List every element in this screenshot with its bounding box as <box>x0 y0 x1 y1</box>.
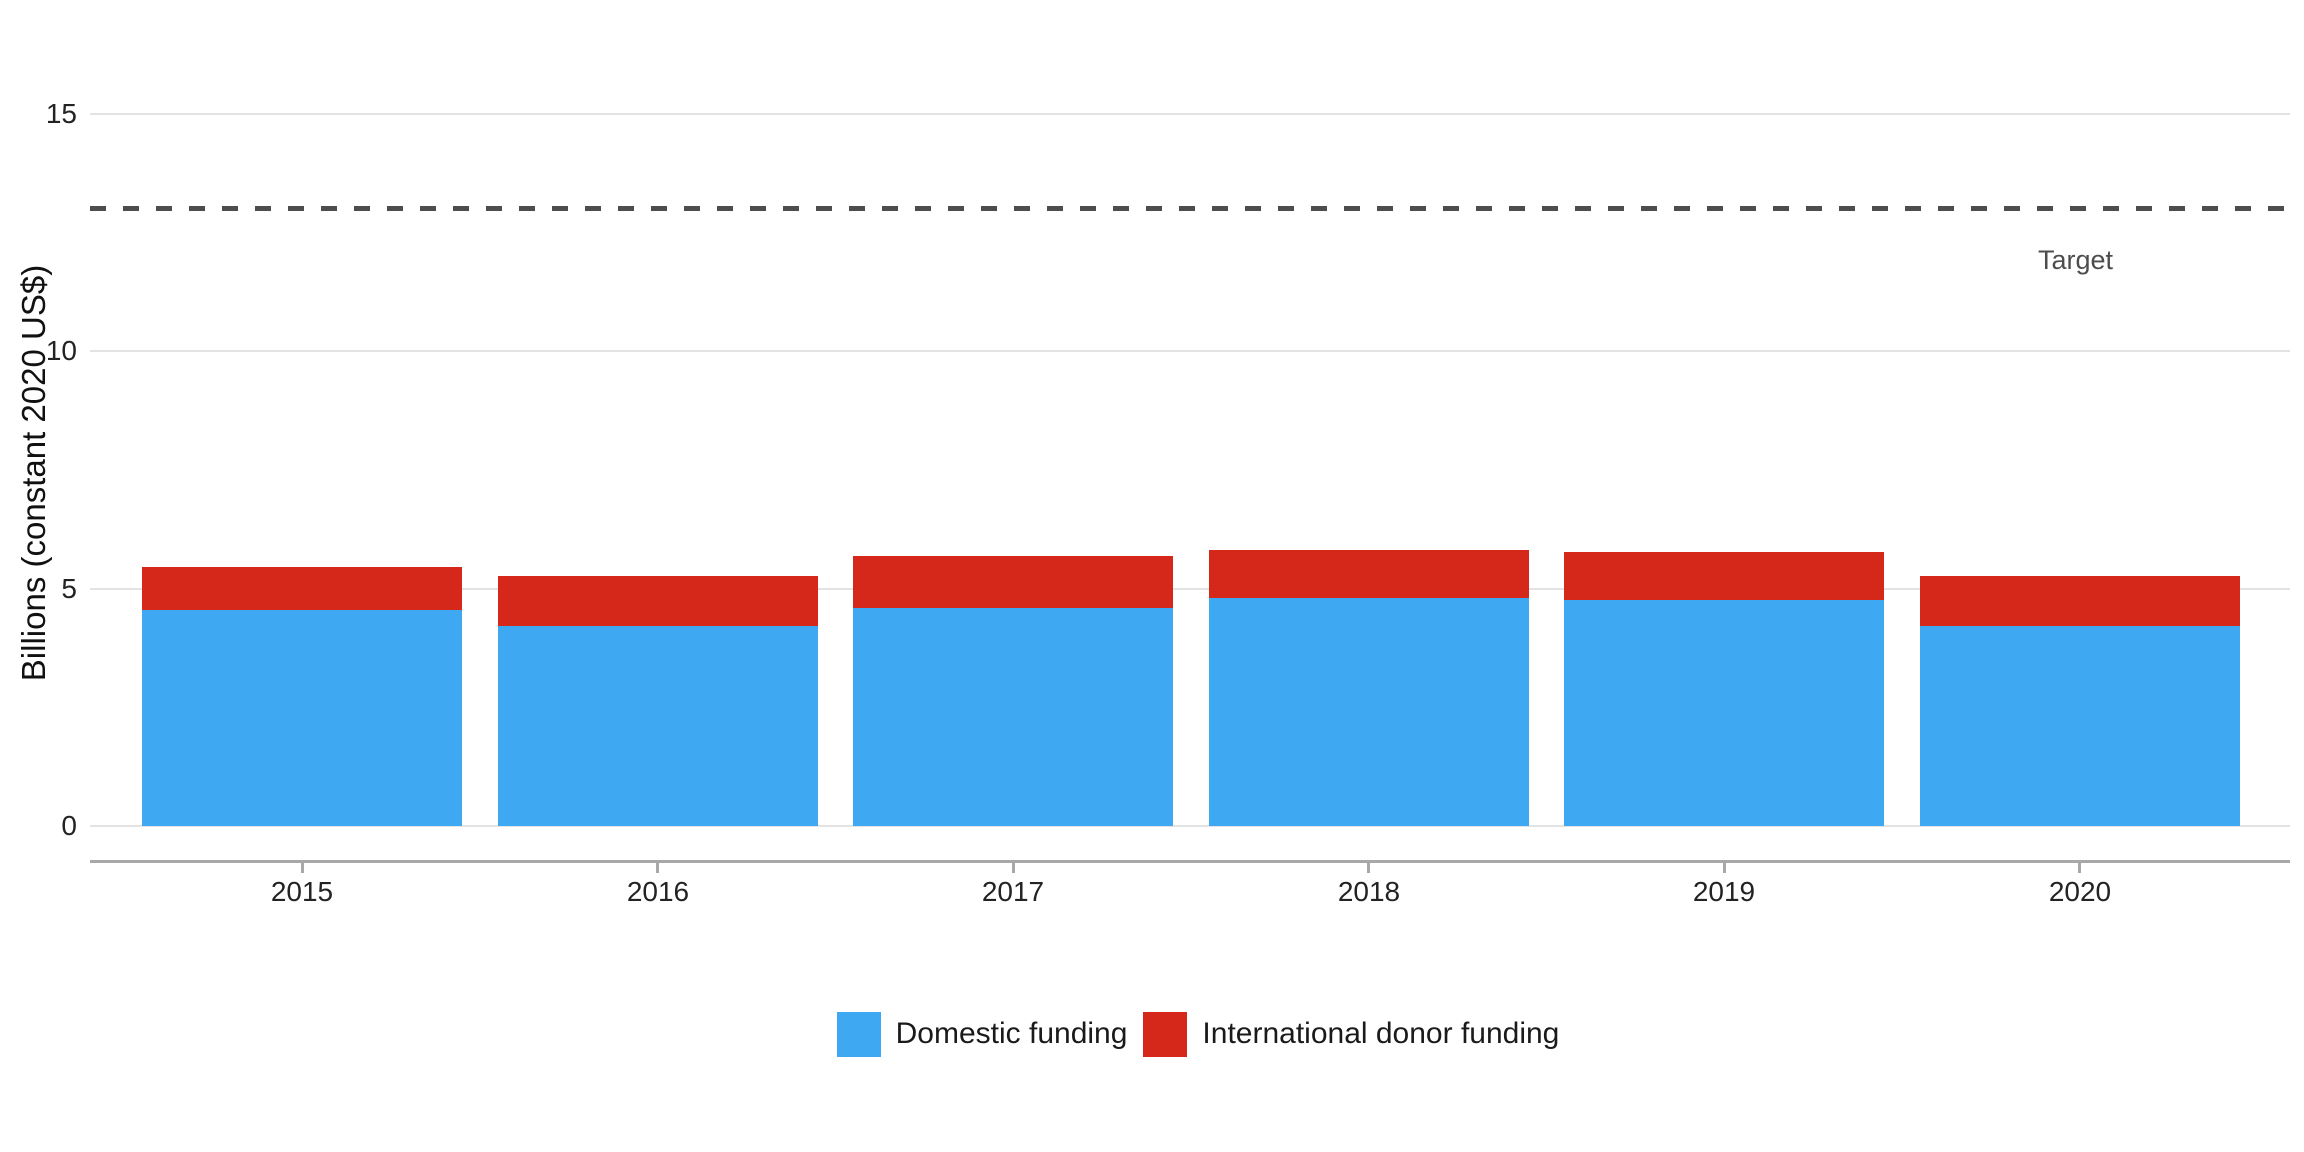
x-tick-label-2018: 2018 <box>1337 876 1401 907</box>
bar-2015-domestic <box>142 610 462 826</box>
bar-2018-domestic <box>1209 598 1529 826</box>
x-tick-2015 <box>301 862 304 873</box>
legend-swatch-international <box>1143 1011 1188 1057</box>
bar-2017-international <box>853 556 1173 608</box>
x-tick-label-2020: 2020 <box>2048 876 2112 907</box>
bar-2019-international <box>1564 552 1884 600</box>
y-tick-label-15: 15 <box>45 97 77 129</box>
legend-label-international: International donor funding <box>1202 1017 1560 1050</box>
x-tick-label-2017: 2017 <box>981 876 1045 907</box>
bar-2018-international <box>1209 550 1529 598</box>
gridline-y-15 <box>90 112 2290 115</box>
gridline-y-10 <box>90 350 2290 352</box>
x-tick-2018 <box>1367 862 1370 873</box>
x-tick-label-2019: 2019 <box>1692 876 1756 907</box>
y-tick-label-5: 5 <box>61 572 77 604</box>
x-tick-label-2015: 2015 <box>270 876 334 907</box>
target-dashed-line <box>90 206 2290 211</box>
legend-swatch-domestic <box>836 1011 881 1057</box>
x-tick-2016 <box>656 862 659 873</box>
bar-2015-international <box>142 567 462 610</box>
legend-item-international: International donor funding <box>1143 1011 1560 1057</box>
x-tick-2017 <box>1012 862 1015 873</box>
x-axis-line <box>90 860 2290 863</box>
bar-2017-domestic <box>853 608 1173 826</box>
legend-item-domestic: Domestic funding <box>836 1011 1128 1057</box>
target-line-label: Target <box>2037 245 2113 275</box>
y-tick-label-0: 0 <box>61 810 77 841</box>
x-tick-2020 <box>2078 862 2081 873</box>
legend-label-domestic: Domestic funding <box>895 1017 1128 1050</box>
y-tick-label-10: 10 <box>45 335 77 366</box>
bar-2019-domestic <box>1564 600 1884 826</box>
legend: Domestic funding International donor fund… <box>46 1010 2304 1058</box>
x-tick-label-2016: 2016 <box>626 876 690 907</box>
gridline-y-5 <box>90 587 2290 590</box>
bar-2016-domestic <box>498 626 818 826</box>
bar-2016-international <box>498 576 818 626</box>
bar-2020-international <box>1920 576 2240 626</box>
bar-2020-domestic <box>1920 626 2240 826</box>
x-tick-2019 <box>1723 862 1726 873</box>
gridline-y-0 <box>90 825 2290 827</box>
